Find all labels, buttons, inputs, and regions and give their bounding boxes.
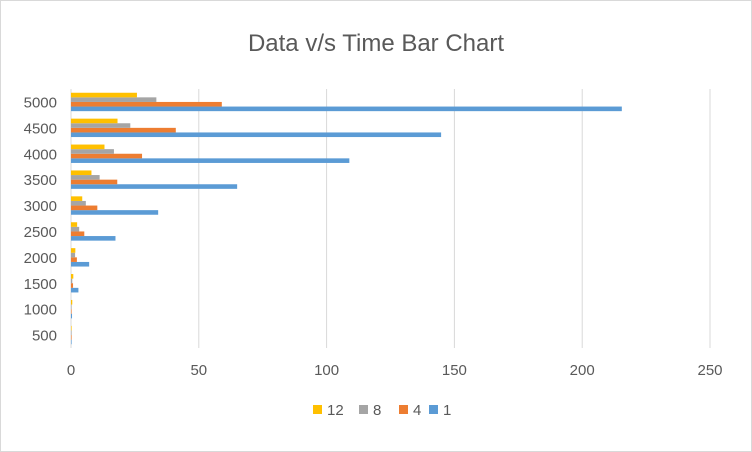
y-tick-label: 1000 xyxy=(24,302,57,319)
legend: 12 8 4 1 xyxy=(313,402,451,419)
bar-series-8-5000 xyxy=(71,97,157,102)
y-tick-label: 5000 xyxy=(24,94,57,111)
bar-series-1-4000 xyxy=(71,158,350,163)
x-tick-label: 200 xyxy=(570,362,595,379)
bar-series-12-4500 xyxy=(71,118,118,124)
bar-series-1-2000 xyxy=(71,261,90,267)
legend-label-4: 4 xyxy=(413,402,421,419)
bar-series-8-2000 xyxy=(71,252,76,258)
bar-series-12-4000 xyxy=(71,144,105,150)
y-tick-label: 3500 xyxy=(24,172,57,189)
y-tick-label: 2500 xyxy=(24,224,57,241)
bar-series-12-5000 xyxy=(71,92,137,98)
bar-series-4-3000 xyxy=(71,205,98,211)
bar-series-8-2500 xyxy=(71,226,80,232)
bar-series-8-3500 xyxy=(71,175,100,180)
bar-series-4-4500 xyxy=(71,127,176,133)
legend-swatch-8 xyxy=(359,405,368,414)
bar-series-1-5000 xyxy=(71,106,622,112)
legend-swatch-1 xyxy=(429,405,438,414)
bar-series-8-1500 xyxy=(71,278,73,284)
y-tick-label: 2000 xyxy=(24,250,57,267)
legend-label-1: 1 xyxy=(443,402,451,419)
bar-series-4-500 xyxy=(71,335,72,340)
bar-series-4-1500 xyxy=(71,283,74,288)
y-tick-label: 4000 xyxy=(24,146,57,163)
bar-series-4-4000 xyxy=(71,153,143,159)
legend-swatch-12 xyxy=(313,405,322,414)
bar-series-8-3000 xyxy=(71,200,86,206)
y-tick-label: 3000 xyxy=(24,198,57,215)
legend-label-12: 12 xyxy=(327,402,344,419)
x-tick-label: 100 xyxy=(314,362,339,379)
y-tick-label: 500 xyxy=(32,328,57,345)
bar-series-12-2500 xyxy=(71,222,78,227)
legend-label-8: 8 xyxy=(373,402,381,419)
bar-series-12-1000 xyxy=(71,299,73,305)
bar-series-4-2500 xyxy=(71,231,85,237)
y-axis-ticks: 500 1000 1500 2000 2500 3000 3500 4000 4500 5000 xyxy=(24,94,57,344)
bar-series-8-500 xyxy=(71,330,72,336)
chart-title: Data v/s Time Bar Chart xyxy=(248,30,504,57)
bar-series-12-1500 xyxy=(71,274,74,279)
legend-swatch-4 xyxy=(399,405,408,414)
bar-series-1-3500 xyxy=(71,184,238,189)
x-axis-ticks: 0 50 100 150 200 250 xyxy=(67,362,723,379)
bar-series-1-4500 xyxy=(71,132,442,138)
bar-series-8-1000 xyxy=(71,304,72,310)
bar-series-1-1500 xyxy=(71,287,79,293)
bar-series-1-500 xyxy=(71,339,72,345)
bar-series-1-2500 xyxy=(71,236,116,241)
y-tick-label: 1500 xyxy=(24,276,57,293)
bar-series-4-5000 xyxy=(71,101,222,107)
bar-series-8-4500 xyxy=(71,123,131,128)
bar-series-12-500 xyxy=(71,325,72,331)
x-tick-label: 0 xyxy=(67,362,75,379)
bar-series-1-1000 xyxy=(71,313,73,319)
x-tick-label: 50 xyxy=(190,362,207,379)
y-tick-label: 4500 xyxy=(24,120,57,137)
bar-series-8-4000 xyxy=(71,149,114,154)
bar-series-12-2000 xyxy=(71,248,76,253)
bar-series-4-1000 xyxy=(71,309,72,314)
bar-series-4-3500 xyxy=(71,179,118,185)
bar-series-12-3500 xyxy=(71,170,92,176)
bar-series-12-3000 xyxy=(71,196,83,201)
bar-series-1-3000 xyxy=(71,210,159,215)
x-tick-label: 250 xyxy=(697,362,722,379)
bar-series-4-2000 xyxy=(71,257,77,262)
bars xyxy=(71,92,622,345)
x-tick-label: 150 xyxy=(442,362,467,379)
